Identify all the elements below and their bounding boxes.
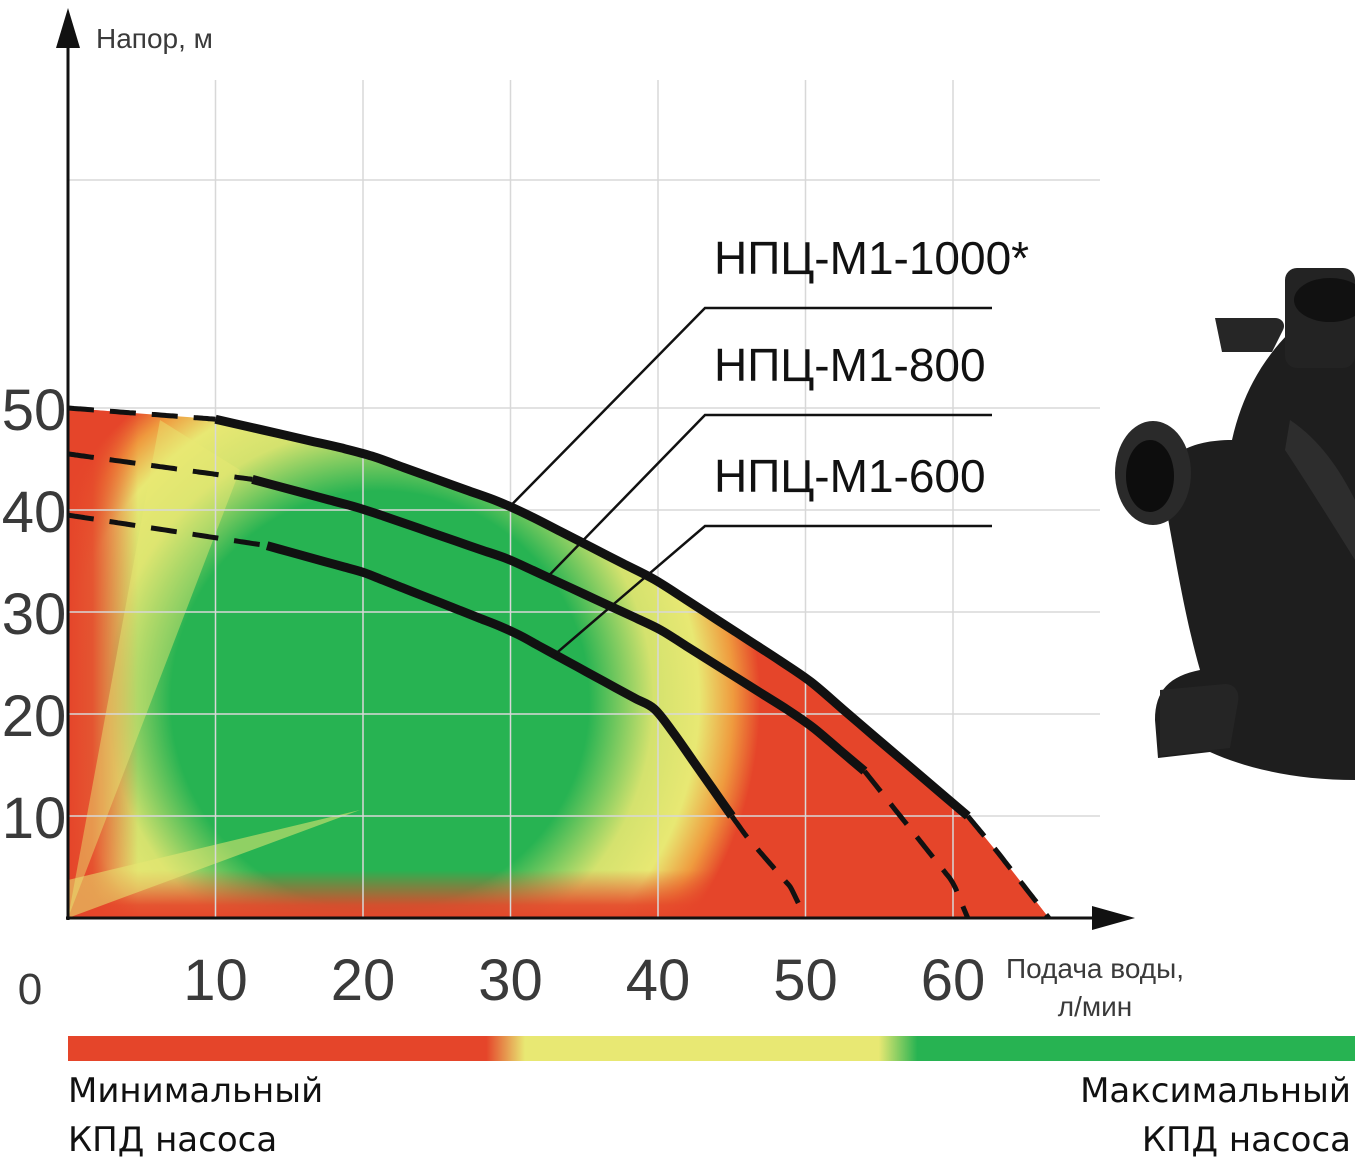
series-solid-line	[214, 414, 971, 820]
series-solid-line	[265, 541, 736, 819]
y-tick-label: 10	[2, 786, 67, 851]
y-tick-label: 50	[2, 378, 67, 443]
pump-housing-icon	[1115, 268, 1355, 880]
leader-line	[546, 413, 992, 578]
leader-line	[509, 306, 992, 507]
y-tick-label: 40	[2, 480, 67, 545]
pump-curves	[67, 405, 1051, 920]
y-tick-label: 20	[2, 684, 67, 749]
x-tick-label: 60	[921, 948, 986, 1013]
series-leader-lines	[509, 306, 992, 656]
max-efficiency-label-line1: Максимальный	[1080, 1071, 1351, 1111]
series-dashed-end	[862, 769, 971, 920]
min-efficiency-label-line2: КПД насоса	[68, 1120, 278, 1160]
min-efficiency-label-line1: Минимальный	[68, 1071, 324, 1111]
series-dashed-end	[965, 814, 1051, 920]
series-label: НПЦ-М1-600	[714, 450, 986, 502]
x-axis-label-line1: Подача воды,	[1006, 953, 1184, 984]
x-tick-label: 10	[183, 948, 248, 1013]
max-efficiency-label-line2: КПД насоса	[1141, 1120, 1351, 1160]
y-tick-labels: 10 20 30 40 50	[2, 378, 67, 851]
origin-label: 0	[18, 965, 42, 1014]
x-tick-label: 20	[331, 948, 396, 1013]
series-dashed-end	[729, 814, 808, 920]
grid-lines	[68, 80, 1100, 918]
series-labels: НПЦ-М1-1000* НПЦ-М1-800 НПЦ-М1-600	[714, 232, 1029, 502]
x-axis-label-line2: л/мин	[1058, 991, 1132, 1022]
efficiency-scale-bar	[68, 1036, 1355, 1061]
y-tick-label: 30	[2, 582, 67, 647]
series-dashed-start	[67, 405, 216, 422]
series-label: НПЦ-М1-800	[714, 339, 986, 391]
x-tick-labels: 10 20 30 40 50 60	[183, 948, 985, 1013]
x-tick-label: 40	[626, 948, 691, 1013]
series-dashed-start	[67, 451, 253, 482]
y-axis-arrow	[56, 8, 80, 48]
y-axis-label: Напор, м	[96, 23, 213, 54]
x-tick-label: 50	[773, 948, 838, 1013]
x-tick-label: 30	[478, 948, 543, 1013]
series-dashed-start	[67, 512, 268, 549]
series-solid-line	[251, 475, 868, 775]
series-label: НПЦ-М1-1000*	[714, 232, 1029, 284]
axes	[56, 8, 1135, 930]
leader-line	[553, 524, 992, 656]
x-axis-arrow	[1092, 906, 1135, 930]
